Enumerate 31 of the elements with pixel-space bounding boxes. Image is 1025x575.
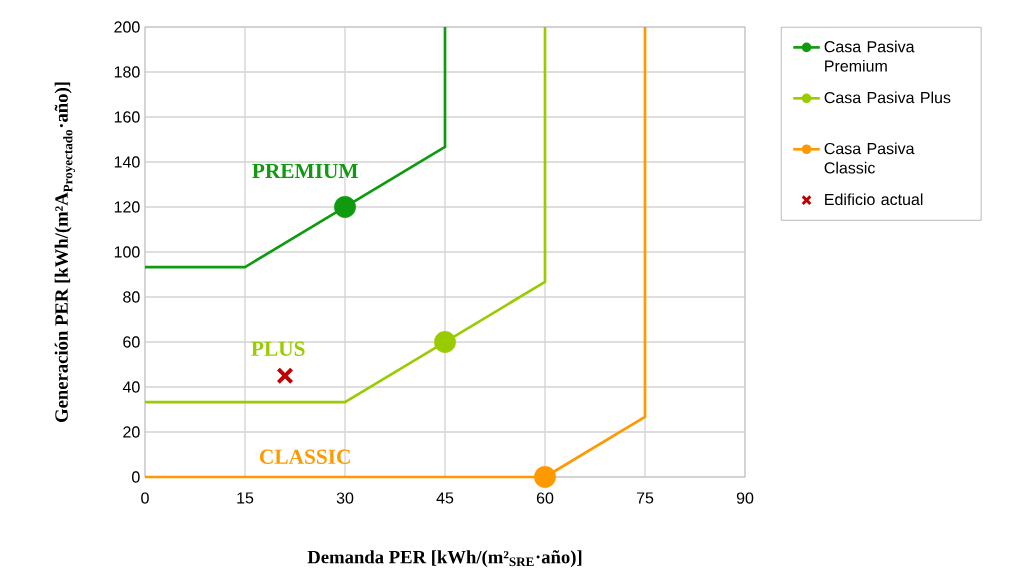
x-axis-title: Demanda PER [kWh/(m²$_{SRE}$·año)] [307, 550, 582, 568]
point [334, 196, 356, 218]
y-tick-label: 160 [114, 111, 140, 123]
legend-label: Casa Pasiva Premium [824, 40, 915, 72]
y-tick-label: 80 [123, 291, 140, 303]
x-tick-label: 0 [141, 492, 149, 504]
legend-label: Edificio actual [825, 193, 923, 206]
annotation: CLASSIC [260, 449, 350, 464]
y-tick-label: 120 [114, 201, 140, 213]
legend-label: Casa Pasiva Plus [824, 91, 951, 104]
y-tick-label: 200 [114, 21, 140, 33]
y-tick-label: 100 [114, 246, 140, 258]
point [276, 367, 294, 385]
y-tick-label: 20 [123, 426, 140, 438]
y-tick-label: 40 [122, 381, 140, 393]
y-tick-label: 0 [132, 471, 140, 483]
point [534, 466, 556, 488]
x-tick-label: 30 [336, 492, 354, 504]
y-axis-title: $\text{Generación PER [kWh/(m²A}_{\text{Proyectado}}\text{·año)]}$ [54, 82, 76, 423]
y-tick-label: 60 [123, 336, 140, 348]
y-tick-label: 180 [114, 66, 140, 78]
y-tick-label: 140 [114, 156, 140, 168]
x-tick-label: 90 [736, 492, 754, 504]
annotation: PREMIUM [252, 163, 358, 179]
x-tick-label: 60 [536, 492, 554, 504]
x-tick-label: 15 [237, 492, 254, 504]
point [434, 331, 456, 353]
legend-label: Casa Pasiva Classic [824, 142, 915, 174]
annotation: PLUS [251, 341, 305, 356]
x-tick-label: 45 [436, 492, 454, 504]
x-tick-label: 75 [636, 492, 654, 504]
